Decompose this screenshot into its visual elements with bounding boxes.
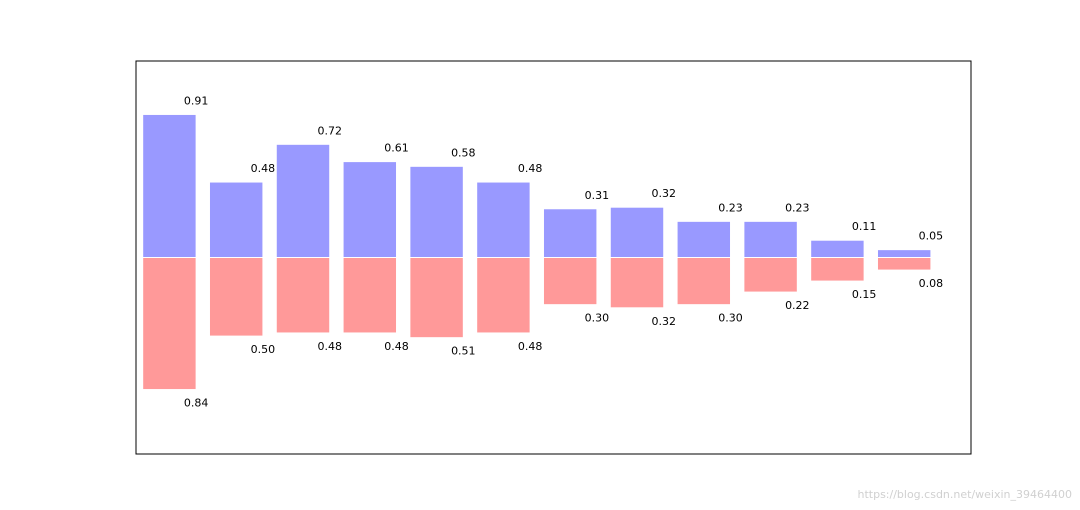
data-label: 0.32 bbox=[651, 315, 676, 328]
bar bbox=[676, 257, 732, 306]
data-label: 0.72 bbox=[317, 124, 342, 137]
bar bbox=[275, 257, 331, 334]
bar bbox=[676, 220, 732, 258]
bar bbox=[409, 257, 464, 339]
data-label: 0.48 bbox=[518, 162, 543, 175]
bar bbox=[142, 113, 197, 258]
bar bbox=[342, 161, 398, 258]
data-label: 0.61 bbox=[384, 142, 409, 155]
bar bbox=[409, 165, 464, 259]
data-label: 0.22 bbox=[785, 299, 810, 312]
data-label: 0.48 bbox=[384, 340, 409, 353]
data-label: 0.48 bbox=[317, 340, 342, 353]
bar bbox=[208, 181, 264, 259]
data-label: 0.23 bbox=[785, 201, 810, 214]
bar bbox=[476, 181, 531, 259]
bar bbox=[810, 257, 865, 282]
data-label: 0.32 bbox=[651, 187, 676, 200]
plot-frame bbox=[135, 60, 972, 455]
bar bbox=[208, 257, 264, 337]
data-label: 0.84 bbox=[184, 397, 209, 410]
data-label: 0.58 bbox=[451, 146, 476, 159]
bar bbox=[542, 257, 598, 306]
watermark: https://blog.csdn.net/weixin_39464400 bbox=[857, 488, 1072, 501]
bar bbox=[342, 257, 398, 334]
data-label: 0.31 bbox=[585, 189, 610, 202]
bar bbox=[609, 206, 665, 258]
data-label: 0.51 bbox=[451, 345, 476, 358]
data-label: 0.23 bbox=[718, 201, 743, 214]
data-label: 0.48 bbox=[251, 162, 276, 175]
data-label: 0.05 bbox=[919, 230, 944, 243]
data-label: 0.30 bbox=[585, 312, 610, 325]
bar bbox=[542, 208, 598, 259]
bar bbox=[142, 257, 197, 391]
bar bbox=[810, 239, 865, 258]
bar bbox=[743, 257, 798, 293]
bar bbox=[609, 257, 665, 309]
data-label: 0.30 bbox=[718, 312, 743, 325]
data-label: 0.11 bbox=[852, 220, 877, 233]
data-label: 0.48 bbox=[518, 340, 543, 353]
data-label: 0.08 bbox=[919, 277, 944, 290]
bar bbox=[476, 257, 531, 334]
bar bbox=[275, 143, 331, 258]
data-label: 0.15 bbox=[852, 288, 877, 301]
bar bbox=[876, 249, 932, 258]
data-label: 0.50 bbox=[251, 343, 276, 356]
bar bbox=[743, 220, 798, 258]
data-label: 0.91 bbox=[184, 94, 209, 107]
bar bbox=[876, 257, 932, 271]
